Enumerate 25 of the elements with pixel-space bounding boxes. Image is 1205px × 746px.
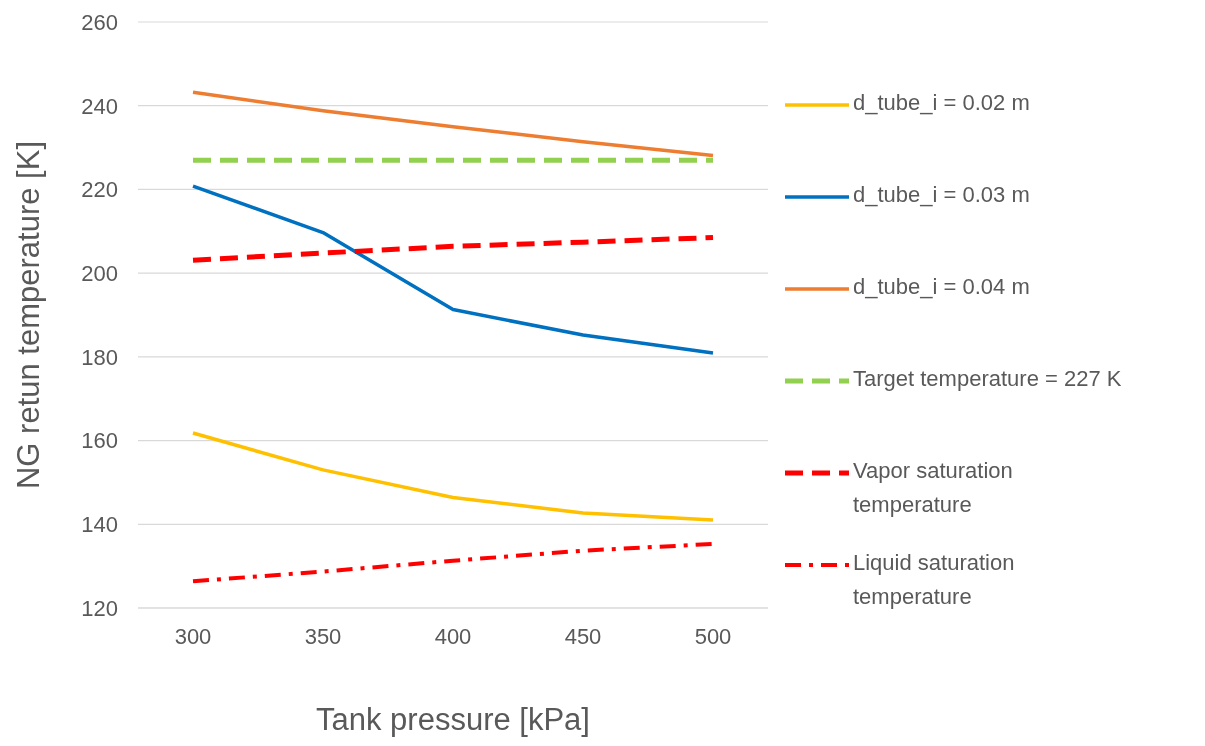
line-series — [191, 90, 715, 158]
x-axis-title: Tank pressure [kPa] — [316, 702, 590, 737]
y-tick-label: 260 — [81, 9, 118, 35]
legend-label: Liquid saturation temperature — [853, 549, 1016, 611]
y-tick-label: 240 — [81, 93, 118, 119]
legend-label: d_tube_i = 0.04 m — [853, 273, 1031, 301]
x-tick-label: 500 — [694, 623, 732, 649]
legend-label: d_tube_i = 0.03 m — [853, 181, 1031, 209]
y-tick-label: 220 — [81, 177, 118, 203]
line-series — [191, 431, 715, 522]
y-axis-title: NG retun temperature [K] — [11, 140, 47, 490]
line-series — [191, 541, 715, 584]
legend-label: d_tube_i = 0.02 m — [853, 89, 1031, 117]
legend-label: Vapor saturation temperature — [853, 457, 1014, 519]
line-series — [191, 184, 715, 355]
x-tick-label: 450 — [564, 623, 602, 649]
legend-label: Target temperature = 227 K — [853, 365, 1123, 393]
y-tick-label: 160 — [81, 428, 118, 454]
y-tick-label: 140 — [81, 512, 118, 538]
x-tick-label: 400 — [434, 623, 472, 649]
y-tick-label: 200 — [81, 260, 118, 286]
y-tick-label: 180 — [81, 344, 118, 370]
x-tick-label: 300 — [174, 623, 212, 649]
x-tick-label: 350 — [304, 623, 342, 649]
y-tick-label: 120 — [81, 595, 118, 621]
